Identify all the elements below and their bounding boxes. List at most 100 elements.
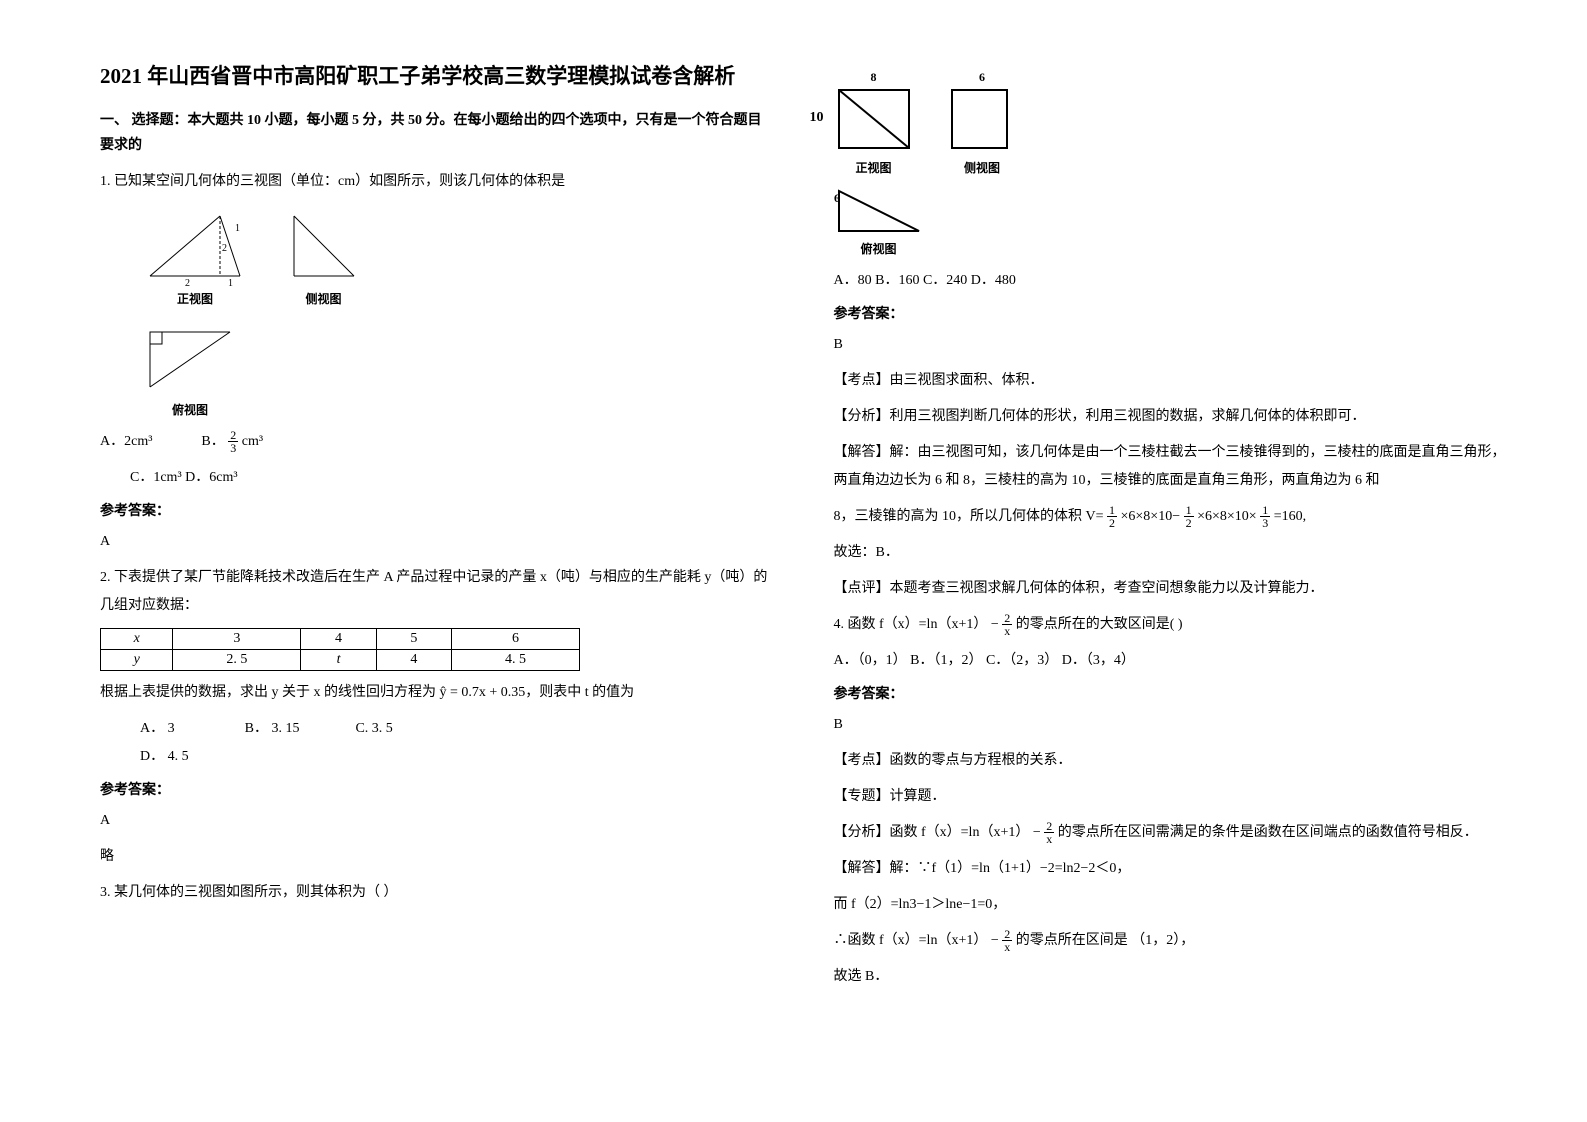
section-1-header: 一、 选择题：本大题共 10 小题，每小题 5 分，共 50 分。在每小题给出的… bbox=[100, 108, 774, 158]
q1-top-svg bbox=[140, 327, 240, 397]
frac-den: x bbox=[1002, 625, 1012, 637]
q2-stem: 2. 下表提供了某厂节能降耗技术改造后在生产 A 产品过程中记录的产量 x（吨）… bbox=[100, 564, 774, 620]
q3-jd3: 故选：B． bbox=[834, 539, 1508, 567]
frac-den: 3 bbox=[228, 442, 238, 454]
q1-optB-suffix: cm³ bbox=[242, 434, 263, 449]
q3-ans-label: 参考答案： bbox=[834, 303, 1508, 323]
q2-table: x 3 4 5 6 y 2. 5 t 4 4. 5 bbox=[100, 628, 580, 671]
q4-fx: 【分析】函数 f（x）=ln（x+1） − 2 x 的零点所在区间需满足的条件是… bbox=[834, 819, 1508, 847]
q3-fx: 【分析】利用三视图判断几何体的形状，利用三视图的数据，求解几何体的体积即可． bbox=[834, 403, 1508, 431]
q3-views-row: 10 8 正视图 6 侧视图 bbox=[834, 70, 1048, 176]
cell: 2. 5 bbox=[173, 649, 301, 670]
q1-options: A．2cm³ B． 2 3 cm³ bbox=[100, 428, 774, 456]
q1-front-caption: 正视图 bbox=[140, 290, 250, 307]
q3-dim-b: 6 bbox=[979, 70, 985, 84]
cell: 4 bbox=[376, 649, 451, 670]
left-column: 2021 年山西省晋中市高阳矿职工子弟学校高三数学理模拟试卷含解析 一、 选择题… bbox=[100, 60, 774, 999]
q3-front-caption: 正视图 bbox=[834, 159, 914, 176]
frac-den: x bbox=[1002, 941, 1012, 953]
frac-half-2: 12 bbox=[1184, 504, 1194, 529]
q2-optC: C. 3. 5 bbox=[355, 721, 392, 736]
q3-options: A．80 B．160 C．240 D．480 bbox=[834, 267, 1508, 295]
frac-den: x bbox=[1044, 833, 1054, 845]
text: 4. 函数 f（x）=ln（x+1） − bbox=[834, 617, 1003, 632]
q1-front-svg: 1 2 2 1 bbox=[140, 206, 250, 286]
q1-side-svg bbox=[284, 206, 364, 286]
text: ×6×8×10× bbox=[1197, 509, 1257, 524]
q1-side-caption: 侧视图 bbox=[284, 290, 364, 307]
q1-options-2: C．1cm³ D．6cm³ bbox=[130, 464, 774, 492]
cell: 6 bbox=[451, 628, 579, 649]
q4-stem: 4. 函数 f（x）=ln（x+1） − 2 x 的零点所在的大致区间是( ) bbox=[834, 611, 1508, 639]
q2-optA: A． 3 bbox=[140, 721, 175, 736]
q3-side-caption: 侧视图 bbox=[947, 159, 1017, 176]
q2-ans-label: 参考答案： bbox=[100, 779, 774, 799]
doc-title: 2021 年山西省晋中市高阳矿职工子弟学校高三数学理模拟试卷含解析 bbox=[100, 60, 774, 94]
q1-figure: 1 2 2 1 正视图 侧视图 bbox=[140, 206, 774, 418]
q3-kd: 【考点】由三视图求面积、体积． bbox=[834, 367, 1508, 395]
cell: 4. 5 bbox=[451, 649, 579, 670]
svg-text:1: 1 bbox=[235, 223, 240, 234]
svg-text:2: 2 bbox=[185, 278, 190, 286]
text: 的零点所在的大致区间是( ) bbox=[1016, 617, 1183, 632]
text: =160, bbox=[1274, 509, 1306, 524]
q3-jd1: 【解答】解：由三视图可知，该几何体是由一个三棱柱截去一个三棱锥得到的，三棱柱的底… bbox=[834, 439, 1508, 495]
q2-options: A． 3 B． 3. 15 C. 3. 5 D． 4. 5 bbox=[140, 715, 774, 771]
q1-optB-prefix: B． bbox=[201, 434, 224, 449]
q3-dim-bottom-text: 6 bbox=[834, 191, 840, 205]
cell: y bbox=[101, 649, 173, 670]
text: ∴函数 f（x）=ln（x+1） − bbox=[834, 933, 1003, 948]
q1-ans: A bbox=[100, 528, 774, 556]
q4-frac: 2 x bbox=[1002, 612, 1012, 637]
q3-top-svg: 6 bbox=[834, 186, 924, 236]
q3-front-svg bbox=[834, 85, 914, 155]
q4-options: A．（0，1） B．（1，2） C．（2，3） D．（3，4） bbox=[834, 647, 1508, 675]
q3-figure: 10 8 正视图 6 侧视图 bbox=[834, 70, 1508, 257]
q3-dim-a: 8 bbox=[871, 70, 877, 84]
q4-jd3-frac: 2 x bbox=[1002, 928, 1012, 953]
q3-dp: 【点评】本题考查三视图求解几何体的体积，考查空间想象能力以及计算能力． bbox=[834, 575, 1508, 603]
q3-side-view: 6 侧视图 bbox=[947, 70, 1017, 176]
q4-jd4: 故选 B． bbox=[834, 963, 1508, 991]
q4-zt: 【专题】计算题． bbox=[834, 783, 1508, 811]
text: 8，三棱锥的高为 10，所以几何体的体积 V= bbox=[834, 509, 1104, 524]
q2-after: 根据上表提供的数据，求出 y 关于 x 的线性回归方程为 ŷ = 0.7x + … bbox=[100, 679, 774, 707]
q3-front-view: 8 正视图 bbox=[834, 70, 914, 176]
q1-stem: 1. 已知某空间几何体的三视图（单位：cm）如图所示，则该几何体的体积是 bbox=[100, 168, 774, 196]
q4-kd: 【考点】函数的零点与方程根的关系． bbox=[834, 747, 1508, 775]
q3-dim-left: 10 bbox=[810, 110, 824, 126]
cell: x bbox=[101, 628, 173, 649]
q4-fx-frac: 2 x bbox=[1044, 820, 1054, 845]
q4-jd2: 而 f（2）=ln3−1＞lne−1=0， bbox=[834, 891, 1508, 919]
cell: t bbox=[301, 649, 376, 670]
q4-ans-label: 参考答案： bbox=[834, 683, 1508, 703]
q2-optB: B． 3. 15 bbox=[245, 721, 300, 736]
q3-top-view: 6 俯视图 bbox=[834, 186, 924, 257]
q3-side-svg bbox=[947, 85, 1017, 155]
text: 的零点所在区间需满足的条件是函数在区间端点的函数值符号相反． bbox=[1058, 825, 1478, 840]
q3-stem: 3. 某几何体的三视图如图所示，则其体积为（ ） bbox=[100, 879, 774, 907]
frac-half-1: 12 bbox=[1107, 504, 1117, 529]
q1-top-caption: 俯视图 bbox=[140, 401, 240, 418]
q1-ans-label: 参考答案： bbox=[100, 500, 774, 520]
text: 【分析】函数 f（x）=ln（x+1） − bbox=[834, 825, 1045, 840]
svg-text:1: 1 bbox=[228, 278, 233, 286]
q3-ans: B bbox=[834, 331, 1508, 359]
text: ×6×8×10− bbox=[1121, 509, 1181, 524]
text: 的零点所在区间是 （1，2）， bbox=[1016, 933, 1195, 948]
q4-jd3: ∴函数 f（x）=ln（x+1） − 2 x 的零点所在区间是 （1，2）， bbox=[834, 927, 1508, 955]
svg-text:2: 2 bbox=[222, 243, 227, 254]
q1-optA: A．2cm³ bbox=[100, 434, 152, 449]
table-row: x 3 4 5 6 bbox=[101, 628, 580, 649]
q1-front-view: 1 2 2 1 正视图 bbox=[140, 206, 250, 307]
right-column: 10 8 正视图 6 侧视图 bbox=[834, 60, 1508, 999]
q3-top-caption: 俯视图 bbox=[834, 240, 924, 257]
cell: 5 bbox=[376, 628, 451, 649]
q2-ans: A bbox=[100, 807, 774, 835]
page-root: 2021 年山西省晋中市高阳矿职工子弟学校高三数学理模拟试卷含解析 一、 选择题… bbox=[0, 0, 1587, 1039]
q4-ans: B bbox=[834, 711, 1508, 739]
cell: 3 bbox=[173, 628, 301, 649]
q3-jd2: 8，三棱锥的高为 10，所以几何体的体积 V= 12 ×6×8×10− 12 ×… bbox=[834, 503, 1508, 531]
frac-third: 13 bbox=[1260, 504, 1270, 529]
q1-top-view: 俯视图 bbox=[140, 327, 240, 418]
